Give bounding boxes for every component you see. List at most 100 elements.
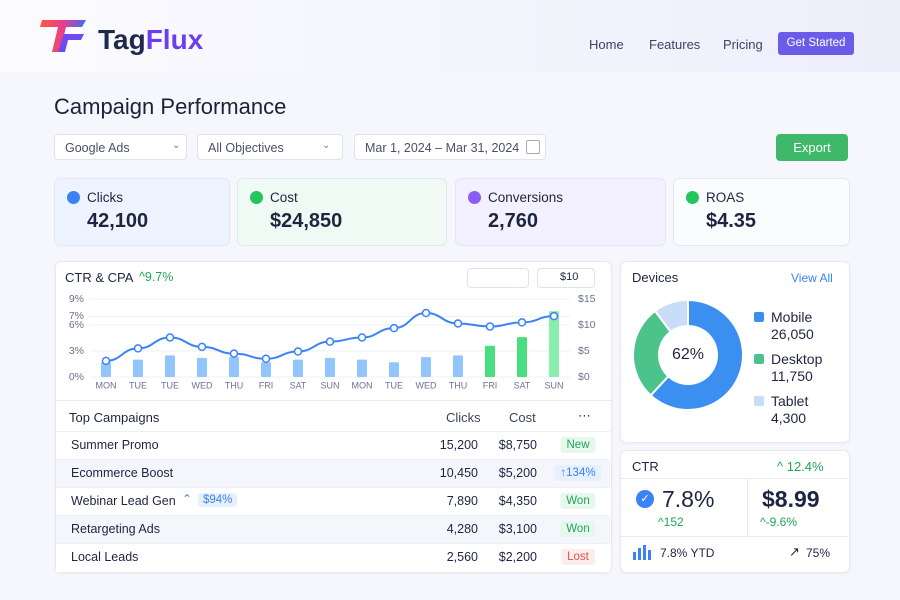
line-point bbox=[357, 333, 367, 342]
x-tick-label: SUN bbox=[544, 380, 563, 390]
kpi-label: ROAS bbox=[706, 190, 745, 205]
ctr-sub: ^152 bbox=[658, 515, 684, 529]
x-tick-label: FRI bbox=[483, 380, 498, 390]
clicks-cell: 4,280 bbox=[446, 522, 478, 536]
bar bbox=[133, 359, 143, 377]
legend-value: 4,300 bbox=[771, 410, 807, 426]
x-tick-label: SUN bbox=[320, 380, 339, 390]
clicks-cell: 2,560 bbox=[446, 550, 478, 564]
date-range[interactable]: Mar 1, 2024 – Mar 31, 2024 bbox=[354, 134, 546, 160]
arrow: ^ bbox=[760, 515, 766, 529]
ytd-value: 7.8% YTD bbox=[660, 546, 715, 560]
legend-swatch bbox=[754, 312, 764, 322]
line-point bbox=[261, 354, 271, 364]
donut-center-label: 62% bbox=[672, 346, 704, 363]
y2-tick-label: $0 bbox=[578, 371, 590, 383]
bars-icon bbox=[633, 545, 651, 560]
line-point bbox=[197, 342, 207, 352]
kpi-label: Clicks bbox=[87, 190, 123, 205]
chart-title: CTR & CPA bbox=[65, 270, 134, 285]
y-tick-label: 3% bbox=[69, 345, 84, 357]
table-row bbox=[56, 515, 610, 544]
filter-select[interactable]: All Objectives bbox=[197, 134, 343, 160]
x-tick-label: TUE bbox=[385, 380, 403, 390]
chart-control[interactable] bbox=[537, 268, 595, 288]
ctr-value: 7.8% bbox=[662, 486, 715, 512]
kpi-value: 2,760 bbox=[488, 210, 539, 232]
devices-title: Devices bbox=[632, 270, 679, 285]
chart-toggle[interactable] bbox=[467, 268, 529, 288]
column-header: Cost bbox=[509, 410, 536, 425]
kpi-card bbox=[54, 178, 230, 246]
filter-select[interactable]: Google Ads bbox=[54, 134, 187, 160]
x-tick-label: TUE bbox=[161, 380, 179, 390]
cost-cell: $3,100 bbox=[498, 522, 537, 536]
status-badge: Lost bbox=[561, 549, 595, 565]
chevron: ⌄ bbox=[172, 140, 181, 151]
x-tick-label: FRI bbox=[259, 380, 274, 390]
ctr-title: CTR bbox=[632, 459, 659, 474]
ctr-panel bbox=[620, 450, 850, 573]
legend-value: 11,750 bbox=[771, 368, 813, 384]
clicks-cell: 10,450 bbox=[439, 466, 478, 480]
table-row bbox=[56, 543, 610, 572]
y2-tick-label: $10 bbox=[578, 319, 596, 331]
x-tick-label: MON bbox=[352, 380, 373, 390]
bar bbox=[453, 355, 463, 377]
x-tick-label: WED bbox=[192, 380, 213, 390]
legend-name: Mobile bbox=[771, 309, 813, 325]
nav-link[interactable]: Home bbox=[589, 37, 624, 52]
column-header: Clicks bbox=[446, 410, 481, 425]
cost-value: $8.99 bbox=[762, 486, 820, 512]
table-row bbox=[56, 459, 610, 488]
export-button[interactable]: Export bbox=[776, 134, 848, 161]
cost-cell: $2,200 bbox=[498, 550, 537, 564]
donut-segment bbox=[649, 298, 744, 411]
line-point bbox=[421, 308, 431, 318]
share-value: 75% bbox=[806, 546, 831, 560]
status-badge: ↑134% bbox=[554, 465, 602, 481]
table-menu[interactable]: ⋯ bbox=[578, 408, 591, 423]
check-icon: ✓ bbox=[636, 490, 654, 508]
campaign-note: $94% bbox=[198, 493, 238, 507]
campaign-name: Local Leads bbox=[71, 550, 139, 564]
nav-link[interactable]: Features bbox=[649, 37, 701, 52]
legend-name: Tablet bbox=[771, 393, 809, 409]
bar bbox=[485, 345, 495, 377]
kpi-card bbox=[455, 178, 666, 246]
bar bbox=[293, 359, 303, 377]
share-icon: ↗ bbox=[789, 544, 800, 559]
brand: TagFlux bbox=[98, 24, 204, 55]
view-all-link[interactable]: View All bbox=[791, 271, 833, 285]
cta-button[interactable]: Get Started bbox=[778, 32, 854, 55]
campaign-name: Webinar Lead Gen bbox=[71, 494, 176, 508]
y2-tick-label: $15 bbox=[578, 293, 596, 305]
x-tick-label: MON bbox=[96, 380, 117, 390]
y-tick-label: 6% bbox=[69, 319, 84, 331]
y-tick-label: 0% bbox=[69, 371, 84, 383]
y-tick-label: 9% bbox=[69, 293, 84, 305]
kpi-value: $24,850 bbox=[270, 210, 343, 232]
chart-change-value: 9.7% bbox=[144, 270, 174, 284]
bar bbox=[197, 357, 207, 377]
status-badge: New bbox=[560, 437, 596, 453]
line-point bbox=[485, 322, 495, 331]
kpi-value: 42,100 bbox=[87, 210, 149, 232]
line-point bbox=[325, 337, 335, 346]
divider bbox=[55, 400, 611, 401]
ctr-change: ^ 12.4% bbox=[777, 459, 824, 474]
ctr-change-value: 12.4% bbox=[786, 459, 824, 474]
x-tick-label: TUE bbox=[129, 380, 147, 390]
logo-icon bbox=[40, 20, 86, 52]
kpi-label: Cost bbox=[270, 190, 298, 205]
legend-swatch bbox=[754, 396, 764, 406]
y-tick-label: 7% bbox=[69, 310, 84, 322]
line-point bbox=[389, 323, 399, 333]
clicks-cell: 7,890 bbox=[446, 494, 478, 508]
nav-link[interactable]: Pricing bbox=[723, 37, 763, 52]
table-row bbox=[56, 431, 610, 460]
ctr-sub-value: 152 bbox=[663, 515, 684, 529]
chevron: ⌄ bbox=[322, 140, 331, 151]
